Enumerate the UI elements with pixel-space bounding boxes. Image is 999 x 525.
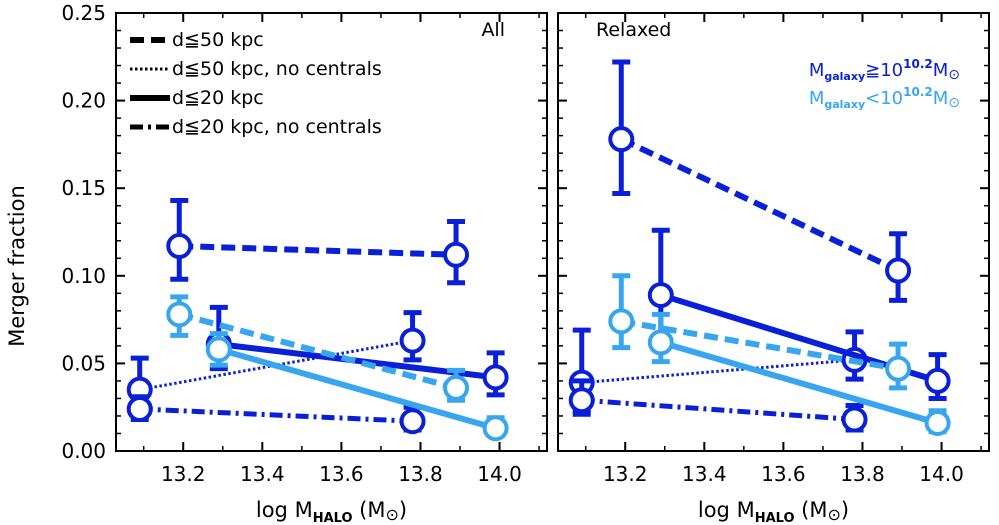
- y-tick-label: 0.15: [61, 176, 106, 200]
- series-low_mass-solid: [647, 311, 951, 436]
- line-style-legend: d≦50 kpc d≦50 kpc, no centrals d≦20 kpc d≦2…: [130, 29, 382, 138]
- y-tick-label: 0.05: [61, 351, 106, 375]
- series-line: [620, 318, 899, 372]
- data-point: [166, 301, 193, 328]
- series-massive-dashed: [166, 197, 470, 286]
- panel-frame: [115, 12, 548, 452]
- x-tick-label: 13.4: [682, 462, 727, 486]
- data-point: [647, 329, 674, 356]
- x-tick-label: 13.2: [603, 462, 648, 486]
- data-point: [885, 355, 912, 382]
- x-tick-label: 13.8: [840, 462, 885, 486]
- series-low_mass-dashed: [608, 273, 912, 391]
- data-point: [608, 126, 635, 153]
- legend-item-dotted: d≦50 kpc, no centrals: [130, 58, 382, 80]
- data-point: [568, 387, 595, 414]
- data-point: [924, 409, 951, 436]
- data-point: [482, 364, 509, 391]
- data-point: [399, 327, 426, 354]
- data-point: [399, 408, 426, 435]
- data-point: [443, 241, 470, 268]
- x-tick-label: 13.2: [161, 462, 206, 486]
- series-line: [581, 358, 855, 385]
- y-tick-label: 0.10: [61, 264, 106, 288]
- panel-relaxed: 13.2 13.4 13.6 13.8 14.0 log MHALO (M⊙) Relaxe…: [557, 12, 990, 525]
- data-point: [608, 308, 635, 335]
- data-point: [166, 233, 193, 260]
- legend-label: d≦20 kpc: [172, 87, 264, 109]
- data-point: [482, 415, 509, 442]
- series-line: [179, 243, 457, 258]
- x-tick-label: 13.6: [319, 462, 364, 486]
- y-tick-label: 0.20: [61, 89, 106, 113]
- panels: 0.00 0.05 0.10 0.15 0.20 0.25 13.2 13.4 13.6 13.8…: [61, 1, 990, 525]
- mass-legend-massive: Mgalaxy≧1010.2M⊙: [809, 57, 960, 83]
- series-line: [659, 339, 939, 426]
- panel-frame: [557, 12, 990, 452]
- series-line: [178, 311, 457, 391]
- mass-legend-low_mass: Mgalaxy<1010.2M⊙: [809, 85, 960, 111]
- data-point: [924, 367, 951, 394]
- x-axis-title: log MHALO (M⊙): [698, 498, 849, 525]
- series-line: [217, 346, 497, 432]
- data-point: [205, 336, 232, 363]
- series-line: [581, 397, 855, 422]
- panel-label: All: [481, 19, 505, 41]
- series-low_mass-dashed: [166, 294, 470, 403]
- series-line: [139, 406, 413, 424]
- panel-label: Relaxed: [596, 19, 671, 41]
- series-massive-dashdot: [126, 394, 426, 435]
- series-massive-dashed: [608, 59, 912, 303]
- x-tick-label: 14.0: [477, 462, 522, 486]
- x-tick-label: 13.8: [398, 462, 443, 486]
- legend-item-dashed: d≦50 kpc: [130, 29, 264, 51]
- legend-label: d≦50 kpc, no centrals: [172, 58, 382, 80]
- series-line: [619, 136, 900, 274]
- x-tick-label: 13.4: [240, 462, 285, 486]
- y-axis-title: Merger fraction: [5, 185, 29, 347]
- series-line: [139, 339, 413, 392]
- data-point: [443, 374, 470, 401]
- legend-item-dashdot: d≦20 kpc, no centrals: [130, 116, 382, 138]
- panel-all: 0.00 0.05 0.10 0.15 0.20 0.25 13.2 13.4 13.6 13.8…: [61, 1, 548, 525]
- data-point: [841, 406, 868, 433]
- data-point: [885, 257, 912, 284]
- legend-item-solid: d≦20 kpc: [130, 87, 264, 109]
- x-tick-label: 13.6: [761, 462, 806, 486]
- y-tick-label: 0.25: [61, 1, 106, 25]
- x-axis-title: log MHALO (M⊙): [256, 498, 407, 525]
- data-point: [126, 395, 153, 422]
- data-point: [647, 282, 674, 309]
- legend-label: d≦50 kpc: [172, 29, 264, 51]
- series-massive-dashdot: [568, 378, 868, 433]
- x-tick-label: 14.0: [919, 462, 964, 486]
- series-low_mass-solid: [205, 331, 509, 442]
- legend-label: d≦20 kpc, no centrals: [172, 116, 382, 138]
- y-tick-label: 0.00: [61, 439, 106, 463]
